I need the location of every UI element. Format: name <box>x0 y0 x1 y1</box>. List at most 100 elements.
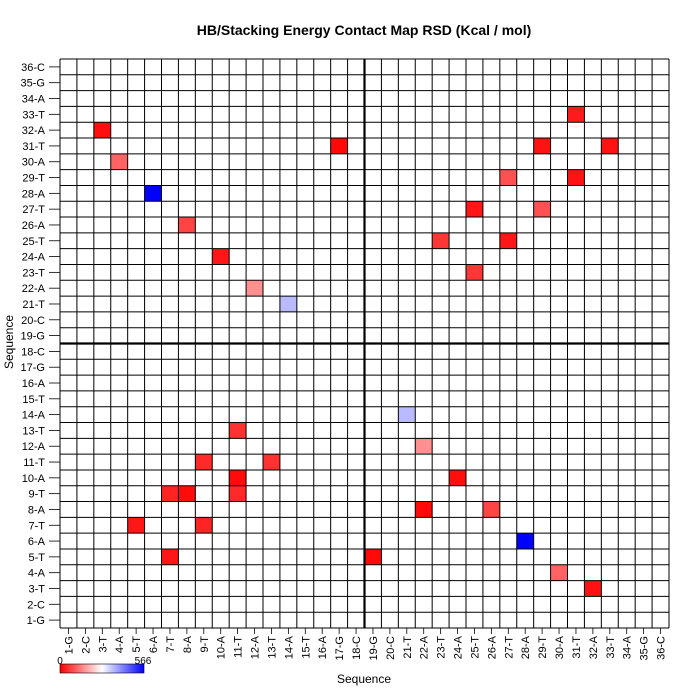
x-tick-label-14-A: 14-A <box>283 635 295 659</box>
x-tick-labels: 1-G 2-C 3-T 4-A 5-T 6-A 7-T 8-A 9-T 10-A 11-T 12-A 1… <box>63 628 668 660</box>
y-tick-label-3-T: 3-T <box>29 583 46 595</box>
y-tick-label-19-G: 19-G <box>21 331 45 343</box>
quadrant-dividers <box>60 59 669 628</box>
x-axis-label: Sequence <box>337 672 391 686</box>
y-tick-labels: 1-G 2-C 3-T 4-A 5-T 6-A 7-T 8-A 9-T 10-A 11-T 12-A 1… <box>21 62 60 627</box>
heatmap-cell-9-T-11-T <box>195 454 213 470</box>
heatmap-cell-33-T-31-T <box>601 138 619 154</box>
x-tick-label-7-T: 7-T <box>165 636 177 653</box>
x-tick-label-27-T: 27-T <box>503 636 515 659</box>
y-tick-label-20-C: 20-C <box>21 315 45 327</box>
x-tick-label-19-G: 19-G <box>368 636 380 660</box>
y-tick-label-30-A: 30-A <box>22 157 46 169</box>
y-tick-label-10-A: 10-A <box>22 473 46 485</box>
heatmap-cell-21-T-14-A <box>398 406 416 423</box>
heatmap-cell-26-A-8-A <box>482 501 500 518</box>
x-tick-label-1-G: 1-G <box>63 636 75 654</box>
heatmap-cell-7-T-9-T <box>161 485 179 502</box>
heatmap-cell-11-T-13-T <box>229 422 247 439</box>
y-tick-label-11-T: 11-T <box>23 457 45 469</box>
heatmap-cell-19-G-5-T <box>364 548 382 565</box>
x-tick-label-16-A: 16-A <box>317 635 329 659</box>
x-tick-label-23-T: 23-T <box>436 636 448 659</box>
x-tick-label-26-A: 26-A <box>486 635 498 659</box>
y-tick-label-17-G: 17-G <box>21 362 45 374</box>
heatmap-cell-24-A-10-A <box>449 469 466 486</box>
y-tick-label-18-C: 18-C <box>21 346 45 358</box>
x-tick-label-28-A: 28-A <box>520 635 532 659</box>
x-tick-label-36-C: 36-C <box>656 636 668 660</box>
y-tick-label-6-A: 6-A <box>28 536 46 548</box>
x-tick-label-21-T: 21-T <box>402 636 414 659</box>
heatmap-cell-8-A-26-A <box>178 217 196 233</box>
x-tick-label-24-A: 24-A <box>453 635 465 659</box>
y-tick-label-28-A: 28-A <box>22 188 46 200</box>
x-tick-label-13-T: 13-T <box>266 636 278 659</box>
y-tick-label-9-T: 9-T <box>29 489 46 501</box>
y-tick-label-25-T: 25-T <box>22 236 45 248</box>
heatmap-cell-29-T-27-T <box>533 201 551 218</box>
x-tick-label-33-T: 33-T <box>605 636 617 659</box>
y-tick-label-13-T: 13-T <box>22 425 45 437</box>
heatmap-cell-27-T-25-T <box>499 232 517 249</box>
y-tick-label-26-A: 26-A <box>22 220 46 232</box>
heatmap-cell-10-A-24-A <box>212 248 230 265</box>
x-tick-label-22-A: 22-A <box>419 635 431 659</box>
heatmap-cell-22-A-12-A <box>415 438 433 455</box>
y-tick-label-33-T: 33-T <box>22 109 45 121</box>
y-tick-label-21-T: 21-T <box>22 299 45 311</box>
heatmap-cell-9-T-7-T <box>195 517 213 534</box>
heatmap-cell-17-G-31-T <box>330 138 348 154</box>
x-tick-label-8-A: 8-A <box>182 635 194 653</box>
heatmap-cell-13-T-11-T <box>263 454 280 470</box>
y-tick-label-14-A: 14-A <box>22 410 46 422</box>
y-tick-label-32-A: 32-A <box>22 125 46 137</box>
colorbar-max-label: 566 <box>135 656 152 667</box>
heatmap-cell-6-A-28-A <box>144 185 162 202</box>
colorbar-min-label: 0 <box>57 656 63 667</box>
heatmap-cell-23-T-25-T <box>432 232 450 249</box>
heatmap-cell-8-A-9-T <box>178 485 196 502</box>
heatmap-cell-31-T-33-T <box>567 106 585 123</box>
heatmap-cell-27-T-29-T <box>499 169 517 186</box>
x-tick-label-20-C: 20-C <box>385 636 397 660</box>
heatmap-cell-11-T-10-A <box>229 469 247 486</box>
x-tick-label-12-A: 12-A <box>250 635 262 659</box>
x-tick-label-11-T: 11-T <box>233 636 245 658</box>
heatmap-cells <box>93 106 619 597</box>
x-tick-label-5-T: 5-T <box>131 636 143 653</box>
y-axis-label: Sequence <box>2 315 16 369</box>
y-tick-label-35-G: 35-G <box>21 78 45 90</box>
x-tick-label-18-C: 18-C <box>351 636 363 660</box>
y-tick-label-31-T: 31-T <box>22 141 45 153</box>
heatmap-cell-25-T-27-T <box>466 201 483 218</box>
heatmap-cell-14-A-21-T <box>279 296 297 312</box>
heatmap-cell-7-T-5-T <box>161 548 179 565</box>
x-tick-label-32-A: 32-A <box>588 635 600 659</box>
y-tick-label-22-A: 22-A <box>22 283 46 295</box>
heatmap-cell-11-T-9-T <box>229 485 247 502</box>
heatmap-cell-3-T-32-A <box>93 122 111 139</box>
heatmap-cell-29-T-31-T <box>533 138 551 154</box>
x-tick-label-29-T: 29-T <box>537 636 549 659</box>
heatmap-cell-32-A-3-T <box>584 580 602 597</box>
heatmap-cell-28-A-6-A <box>516 533 534 549</box>
x-tick-label-15-T: 15-T <box>300 636 312 659</box>
y-tick-label-7-T: 7-T <box>29 520 46 532</box>
x-tick-label-25-T: 25-T <box>469 636 481 659</box>
y-tick-label-4-A: 4-A <box>28 568 46 580</box>
chart-title: HB/Stacking Energy Contact Map RSD (Kcal… <box>197 22 532 38</box>
x-tick-label-10-A: 10-A <box>216 635 228 659</box>
x-tick-label-9-T: 9-T <box>199 636 211 653</box>
colorbar <box>59 663 145 674</box>
y-tick-label-16-A: 16-A <box>22 378 46 390</box>
x-tick-label-3-T: 3-T <box>97 636 109 653</box>
heatmap-cell-30-A-4-A <box>550 564 568 581</box>
y-tick-label-36-C: 36-C <box>21 62 45 74</box>
y-tick-label-1-G: 1-G <box>27 615 45 627</box>
y-tick-label-27-T: 27-T <box>22 204 45 216</box>
x-tick-label-2-C: 2-C <box>80 636 92 654</box>
heatmap-cell-31-T-29-T <box>567 169 585 186</box>
x-tick-label-4-A: 4-A <box>114 635 126 653</box>
